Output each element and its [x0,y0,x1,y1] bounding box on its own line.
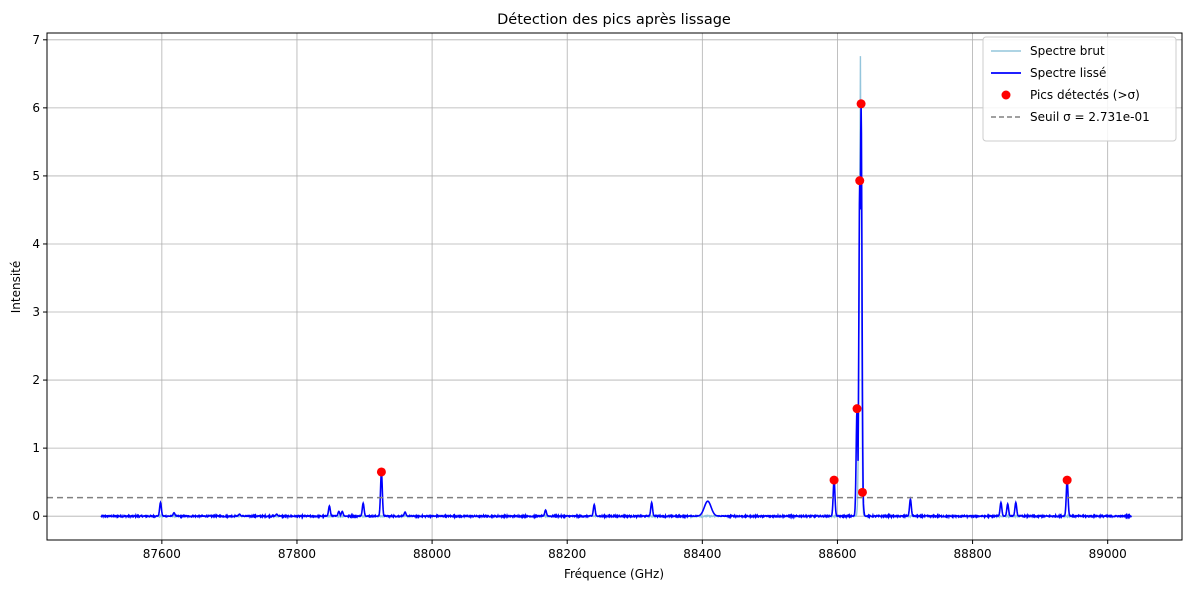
peak-marker [855,176,865,186]
y-axis-label: Intensité [9,261,23,314]
peak-marker [852,404,862,414]
x-tick-label: 88800 [953,547,991,561]
legend: Spectre brut Spectre lissé Pics détectés… [982,36,1177,142]
y-tick-label: 7 [32,33,40,47]
chart-title: Détection des pics après lissage [497,12,731,28]
peak-marker [856,99,866,109]
y-tick-label: 6 [32,101,40,115]
series-line-smoothed [100,103,1133,520]
legend-swatch-peaks [1001,90,1011,100]
y-tick-label: 1 [32,441,40,455]
peak-marker [1062,475,1072,485]
y-tick-label: 2 [32,373,40,387]
x-tick-label: 88200 [548,547,586,561]
y-tick-label: 3 [32,305,40,319]
y-tick-label: 4 [32,237,40,251]
x-tick-label: 89000 [1089,547,1127,561]
x-tick-label: 88000 [413,547,451,561]
y-axis-ticks: 0 1 2 3 4 5 6 7 [32,33,47,523]
peak-markers [376,99,1072,497]
legend-label-smoothed: Spectre lissé [1030,66,1106,80]
x-axis-label: Fréquence (GHz) [564,567,664,581]
legend-label-peaks: Pics détectés (>σ) [1030,88,1140,102]
legend-label-raw: Spectre brut [1030,44,1105,58]
plot-series [100,56,1133,520]
y-tick-label: 0 [32,509,40,523]
x-tick-label: 88600 [818,547,856,561]
legend-label-threshold: Seuil σ = 2.731e-01 [1030,110,1150,124]
y-tick-label: 5 [32,169,40,183]
peak-marker [857,487,867,497]
peak-marker [376,467,386,477]
plot-frame [46,32,1183,541]
x-tick-label: 87600 [143,547,181,561]
legend-box [982,36,1177,142]
peak-marker [829,475,839,485]
x-axis-ticks: 87600 87800 88000 88200 88400 88600 88800 89000 [143,540,1127,561]
x-tick-label: 88400 [683,547,721,561]
grid [47,33,1182,540]
x-tick-label: 87800 [278,547,316,561]
